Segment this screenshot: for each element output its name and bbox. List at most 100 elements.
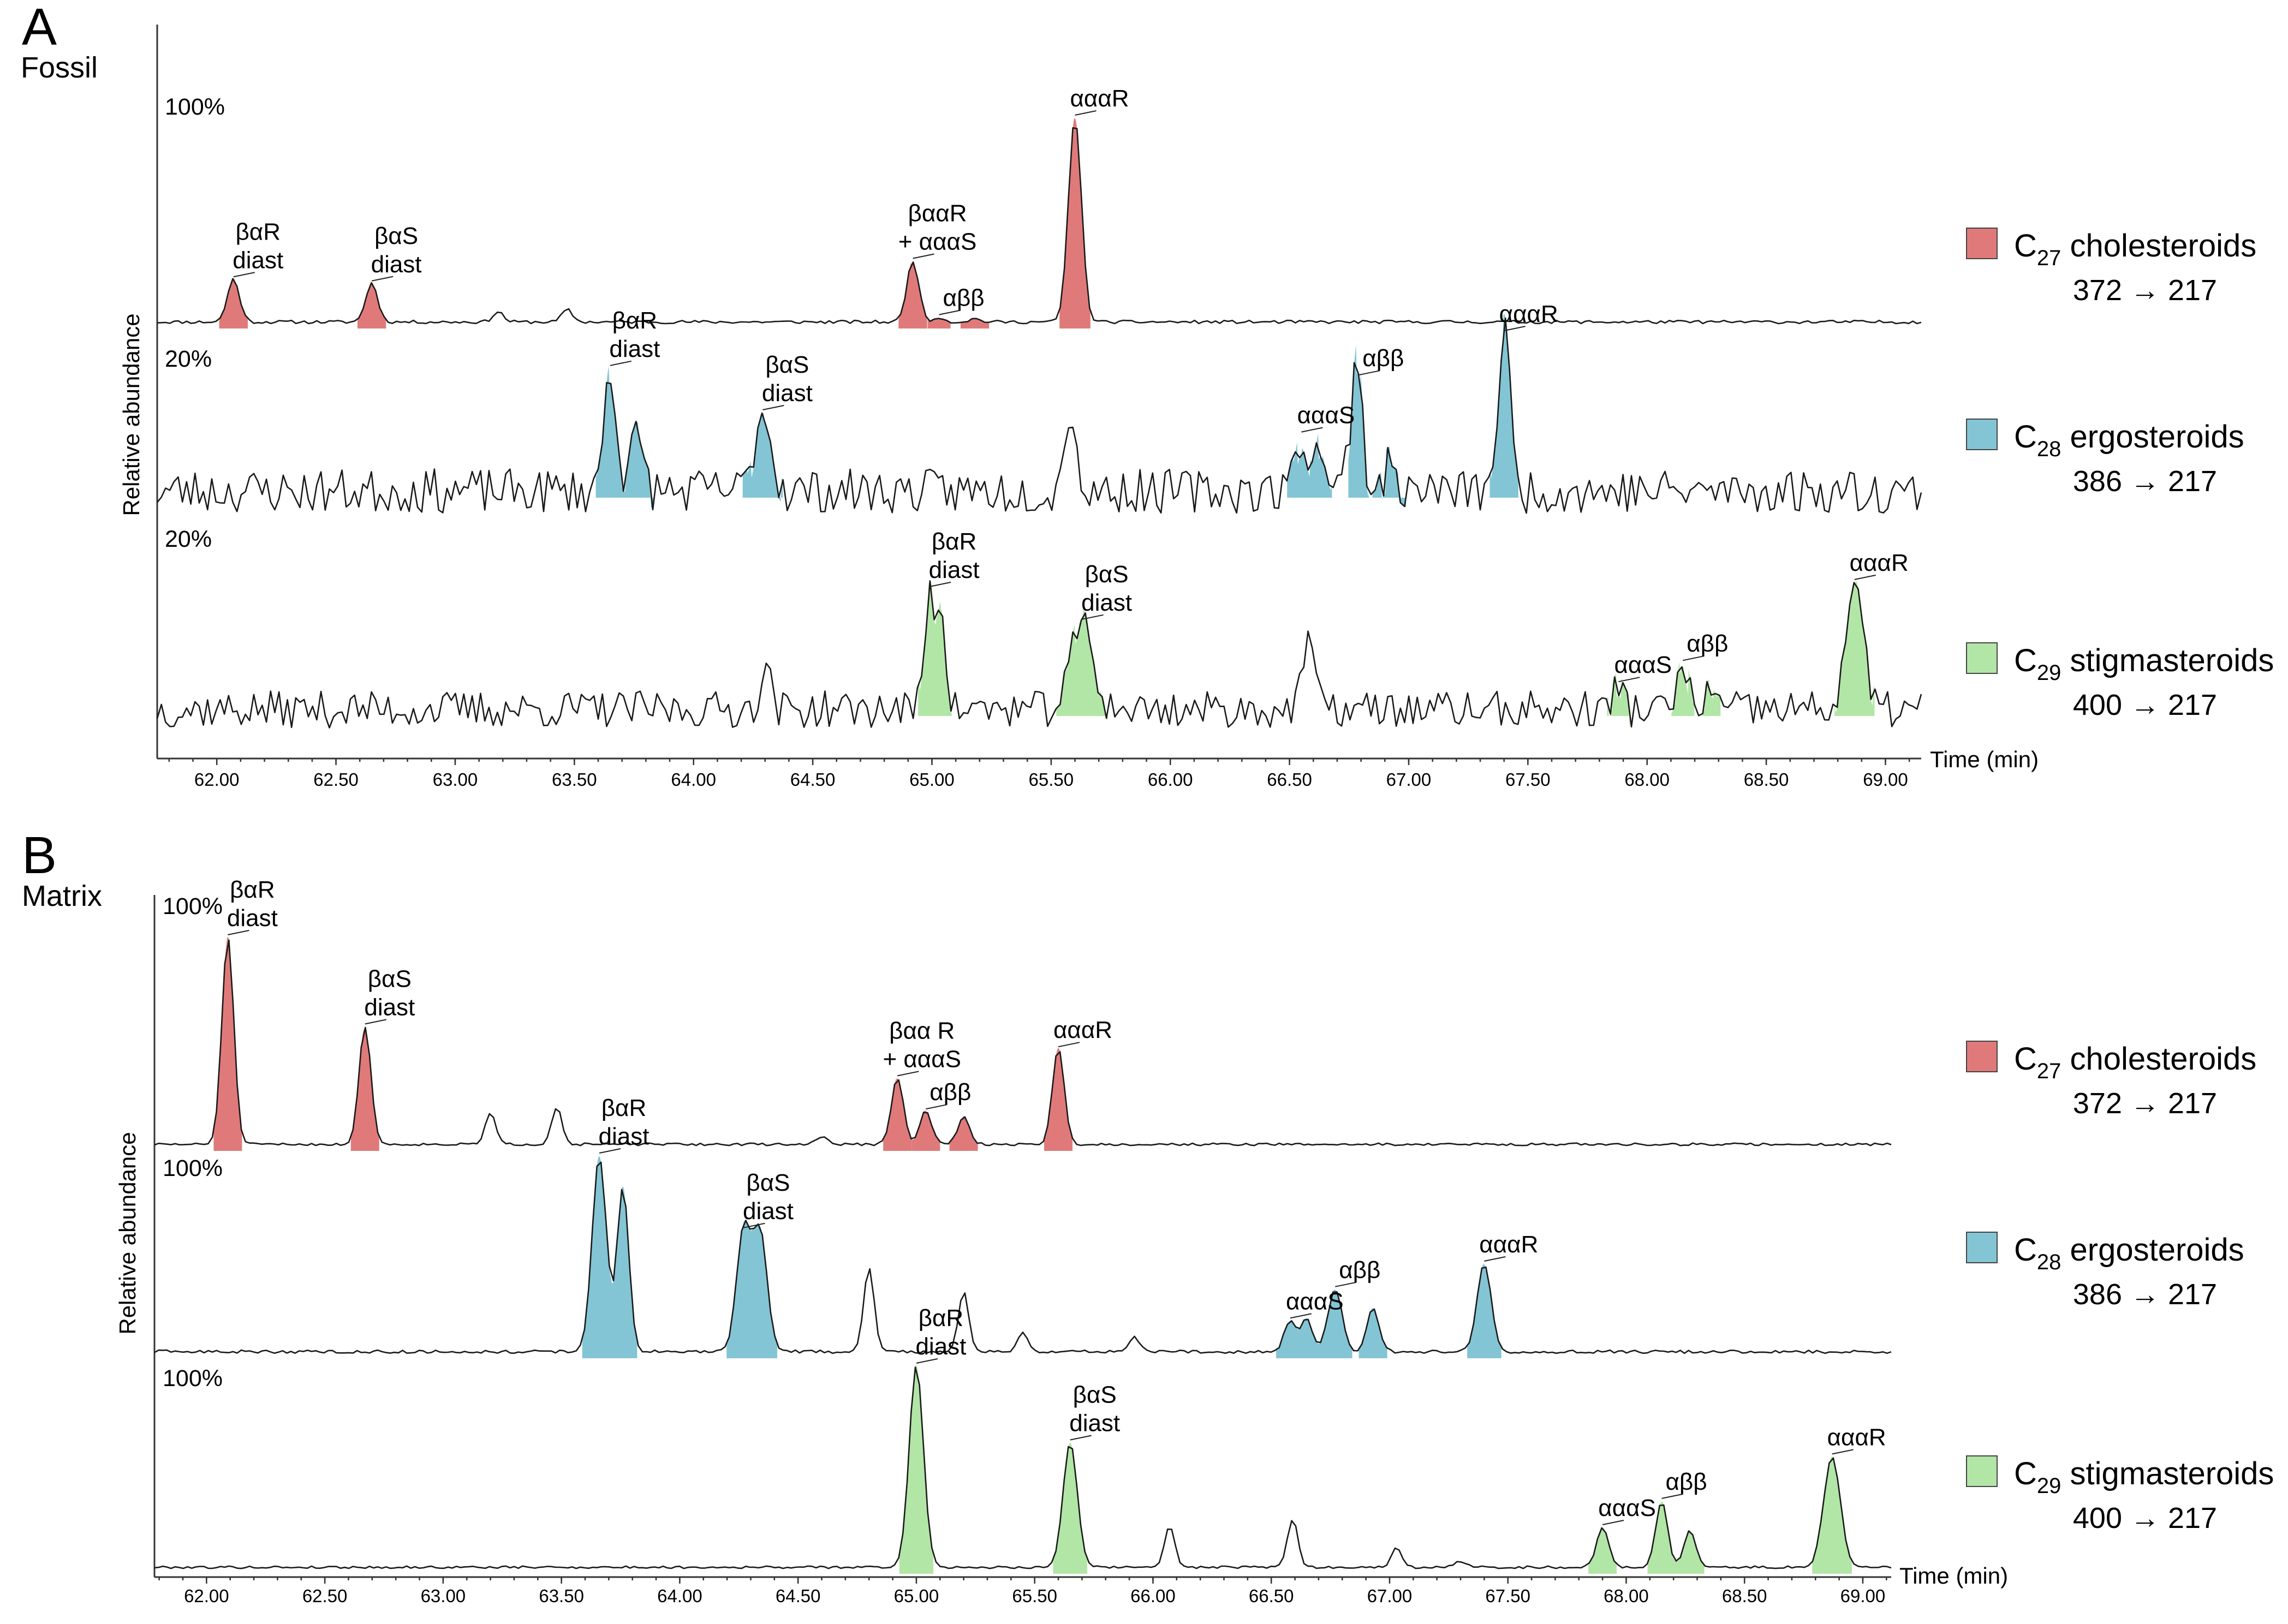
y-axis-label: Relative abundance <box>118 313 144 516</box>
peak-label: αααS <box>1297 402 1355 429</box>
peak-label: βαS <box>1085 561 1129 588</box>
x-tick-label: 62.00 <box>184 1586 229 1606</box>
peak-leader <box>1075 110 1097 116</box>
legend-transition: 372 → 217 <box>2073 1087 2217 1120</box>
x-tick-label: 68.50 <box>1744 769 1789 790</box>
peak-label: αααS <box>1598 1495 1656 1521</box>
peak-fill <box>1647 1501 1676 1574</box>
chromatogram-trace <box>154 1161 1892 1354</box>
legend-name: C28 ergosteroids <box>2014 419 2244 461</box>
legend-item-c28: C28 ergosteroids 386 → 217 <box>1966 1232 2244 1311</box>
peak-leader <box>939 309 961 315</box>
peak-label: diast <box>929 557 980 583</box>
x-tick-label: 66.00 <box>1148 769 1193 790</box>
x-tick-label: 63.50 <box>552 769 597 790</box>
peak-fill <box>350 1027 379 1151</box>
x-tick-label: 66.00 <box>1130 1586 1176 1606</box>
scale-label: 100% <box>165 94 225 120</box>
legend-name: C29 stigmasteroids <box>2014 1456 2274 1498</box>
x-tick-label: 63.50 <box>539 1586 584 1606</box>
legend-transition: 400 → 217 <box>2073 1502 2217 1535</box>
peak-fill <box>1059 118 1091 329</box>
legend-item-c29: C29 stigmasteroids 400 → 217 <box>1966 642 2274 721</box>
peak-fill <box>899 1365 934 1574</box>
peak-fill <box>960 318 990 329</box>
peak-label: βαR <box>230 876 275 903</box>
x-tick-label: 65.00 <box>909 769 955 790</box>
legend-subscript: 27 <box>2037 246 2061 270</box>
legend-transition: 400 → 217 <box>2073 689 2217 721</box>
peak-label: βαR <box>612 307 658 334</box>
legend-subscript: 29 <box>2037 1474 2061 1498</box>
peak-fill <box>1318 1289 1352 1358</box>
x-tick-label: 62.00 <box>194 769 240 790</box>
legend-compound: stigmasteroids <box>2061 643 2274 678</box>
peak-fill <box>927 318 951 329</box>
legend-prefix: C <box>2014 643 2037 678</box>
legend-compound: stigmasteroids <box>2061 1456 2274 1491</box>
legend-swatch <box>1966 228 1998 259</box>
x-tick-label: 65.50 <box>1012 1586 1057 1606</box>
peak-fill <box>1467 1264 1502 1358</box>
x-tick-label: 68.00 <box>1604 1586 1649 1606</box>
peak-leader <box>1082 614 1104 620</box>
legend-item-c27: C27 cholesteroids 372 → 217 <box>1966 228 2256 307</box>
peak-leader <box>365 1019 387 1025</box>
peak-leader <box>897 1071 919 1077</box>
peak-label: βαR <box>932 528 977 555</box>
peak-label: diast <box>233 247 283 273</box>
peak-fill <box>911 1110 940 1151</box>
peak-leader <box>233 272 255 278</box>
peak-label: βααR <box>908 200 967 227</box>
peak-leader <box>610 360 632 366</box>
peak-label: diast <box>227 905 278 932</box>
x-tick-label: 66.50 <box>1267 769 1312 790</box>
peak-fill <box>742 413 783 503</box>
peak-fill <box>1834 580 1875 716</box>
peak-label: αββ <box>1665 1468 1707 1495</box>
x-tick-label: 62.50 <box>313 769 359 790</box>
scale-label: 20% <box>165 526 212 552</box>
x-tick-label: 62.50 <box>302 1586 348 1606</box>
x-tick-label: 65.00 <box>894 1586 939 1606</box>
peak-leader <box>1335 1281 1357 1287</box>
peak-leader <box>1661 1493 1683 1499</box>
legend-swatch <box>1966 1041 1998 1072</box>
peak-label: diast <box>915 1333 966 1360</box>
chromatogram-trace <box>156 317 1922 514</box>
peak-fill <box>1697 679 1721 717</box>
panel-sample-name: Fossil <box>21 51 98 84</box>
x-tick-label: 68.50 <box>1722 1586 1767 1606</box>
legend-swatch <box>1966 1455 1998 1487</box>
peak-label: αααR <box>1053 1017 1112 1043</box>
legend-name: C27 cholesteroids <box>2014 228 2256 270</box>
peak-label: αααR <box>1827 1424 1886 1451</box>
legend-prefix: C <box>2014 1041 2037 1077</box>
peak-fill <box>1287 442 1316 498</box>
legend-prefix: C <box>2014 228 2037 264</box>
peak-fill <box>743 1220 777 1358</box>
peak-fill <box>1044 1048 1072 1151</box>
peak-leader <box>762 405 784 410</box>
scale-label: 100% <box>163 893 223 920</box>
peak-label: βαS <box>746 1169 790 1196</box>
peak-label: αββ <box>1362 345 1404 372</box>
peak-label: αααS <box>1286 1288 1344 1315</box>
peak-label: αααR <box>1499 301 1558 327</box>
x-tick-label: 66.50 <box>1249 1586 1294 1606</box>
peak-label: αββ <box>943 285 985 312</box>
legend-swatch <box>1966 642 1998 674</box>
legend-swatch <box>1966 1232 1998 1263</box>
legend-compound: cholesteroids <box>2061 1041 2256 1077</box>
panel-letter: B <box>22 826 57 885</box>
peak-leader <box>1832 1449 1854 1455</box>
x-tick-label: 63.00 <box>421 1586 466 1606</box>
peak-label: + αααS <box>898 229 977 255</box>
y-axis-label: Relative abundance <box>115 1132 140 1334</box>
